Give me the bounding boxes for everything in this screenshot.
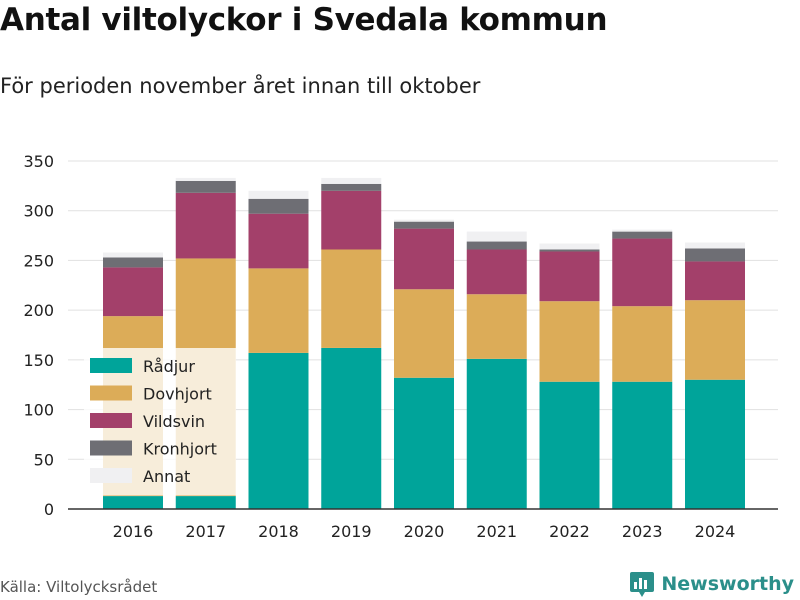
bar-segment bbox=[466, 249, 527, 295]
bar-segment bbox=[466, 241, 527, 250]
x-tick-label: 2017 bbox=[185, 522, 226, 541]
x-tick-label: 2016 bbox=[113, 522, 154, 541]
bar-segment bbox=[612, 381, 673, 509]
y-tick-label: 150 bbox=[23, 351, 54, 370]
bar-segment bbox=[612, 229, 673, 232]
y-tick-label: 350 bbox=[23, 152, 54, 171]
bar-segment bbox=[103, 252, 163, 258]
source-note: Källa: Viltolycksrådet bbox=[0, 578, 158, 596]
bar-segment bbox=[394, 377, 454, 509]
bar-segment bbox=[175, 177, 236, 181]
x-tick-label: 2019 bbox=[331, 522, 372, 541]
bar-segment bbox=[321, 183, 382, 191]
bar-segment bbox=[685, 242, 745, 249]
bar-segment bbox=[539, 251, 600, 302]
bar-segment bbox=[175, 192, 236, 259]
bar-segment bbox=[466, 294, 527, 359]
bar-segment bbox=[321, 177, 382, 184]
legend-label: Annat bbox=[143, 467, 190, 486]
bar-segment bbox=[394, 221, 454, 229]
bar-segment bbox=[539, 249, 600, 252]
x-tick-label: 2018 bbox=[258, 522, 299, 541]
bar-segment bbox=[103, 257, 163, 268]
bar-segment bbox=[248, 190, 309, 199]
y-tick-label: 50 bbox=[34, 450, 54, 469]
legend-swatch bbox=[90, 468, 132, 483]
legend-label: Kronhjort bbox=[143, 440, 217, 459]
legend-label: Vildsvin bbox=[143, 412, 205, 431]
legend-swatch bbox=[90, 440, 132, 456]
y-tick-label: 100 bbox=[23, 401, 54, 420]
stacked-bar-chart: 0 50 100 150 200 250 300 350 2016 2017 2018 2019 202… bbox=[23, 152, 778, 541]
x-tick-label: 2020 bbox=[404, 522, 445, 541]
bar-segment bbox=[175, 496, 236, 509]
bar-segment bbox=[539, 243, 600, 250]
bar-segment bbox=[103, 496, 163, 509]
bar-segment bbox=[539, 301, 600, 382]
bar-segment bbox=[685, 261, 745, 301]
legend-label: Dovhjort bbox=[143, 385, 212, 404]
bar-segment bbox=[466, 231, 527, 242]
bar-segment bbox=[175, 180, 236, 193]
legend-swatch bbox=[90, 358, 132, 373]
bar-segment bbox=[248, 213, 309, 269]
y-tick-label: 200 bbox=[23, 301, 54, 320]
bar-segment bbox=[394, 228, 454, 290]
x-tick-label: 2021 bbox=[476, 522, 517, 541]
legend-label: Rådjur bbox=[143, 357, 195, 376]
bar-segment bbox=[248, 352, 309, 509]
bar-segment bbox=[539, 381, 600, 509]
bar-segment bbox=[685, 300, 745, 380]
bar-segment bbox=[466, 358, 527, 509]
legend-swatch bbox=[90, 385, 132, 401]
bar-segment bbox=[612, 231, 673, 239]
x-tick-label: 2023 bbox=[622, 522, 663, 541]
brand-name: Newsworthy bbox=[661, 573, 794, 595]
bar-segment bbox=[394, 289, 454, 378]
bar-segment bbox=[612, 306, 673, 382]
x-tick-label: 2024 bbox=[695, 522, 736, 541]
bar-segment bbox=[321, 190, 382, 250]
bar-segment bbox=[248, 198, 309, 214]
bar-segment bbox=[321, 249, 382, 348]
bar-segment bbox=[612, 238, 673, 307]
y-tick-label: 250 bbox=[23, 251, 54, 270]
bar-segment bbox=[103, 267, 163, 317]
chart-title: Antal viltolyckor i Svedala kommun bbox=[0, 2, 608, 38]
bar-segment bbox=[685, 379, 745, 509]
bar-chart-badge-icon bbox=[630, 572, 655, 597]
bar-segment bbox=[321, 347, 382, 509]
legend-swatch bbox=[90, 413, 132, 428]
bar-segment bbox=[394, 219, 454, 222]
y-tick-label: 300 bbox=[23, 202, 54, 221]
x-tick-label: 2022 bbox=[549, 522, 590, 541]
bar-segment bbox=[685, 248, 745, 262]
brand-logo: Newsworthy bbox=[629, 570, 794, 598]
bar-segment bbox=[248, 268, 309, 353]
y-tick-label: 0 bbox=[44, 500, 54, 519]
chart-subtitle: För perioden november året innan till ok… bbox=[0, 74, 481, 98]
